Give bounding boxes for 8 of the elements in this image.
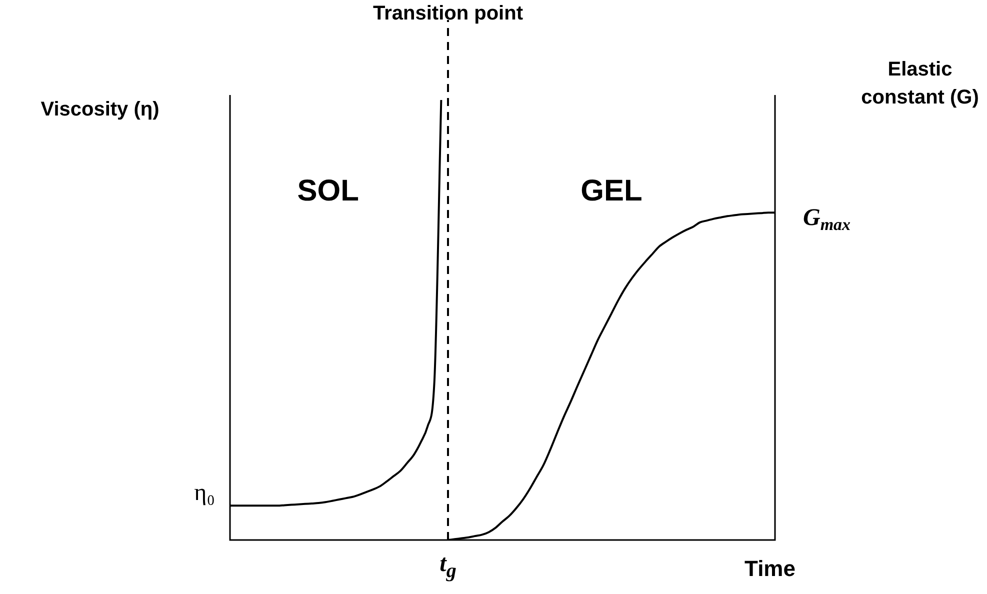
y-axis-title: Viscosity (η) — [40, 98, 160, 121]
annotation: SOL — [297, 174, 359, 208]
y2-axis-title: Elastic constant (G) — [861, 58, 979, 109]
text: η₀ — [194, 480, 216, 506]
x-axis-title: Time — [744, 556, 796, 582]
text: Transition point — [373, 2, 524, 25]
text: t$_{g}$ — [440, 551, 456, 582]
annotation: GEL — [580, 174, 642, 208]
